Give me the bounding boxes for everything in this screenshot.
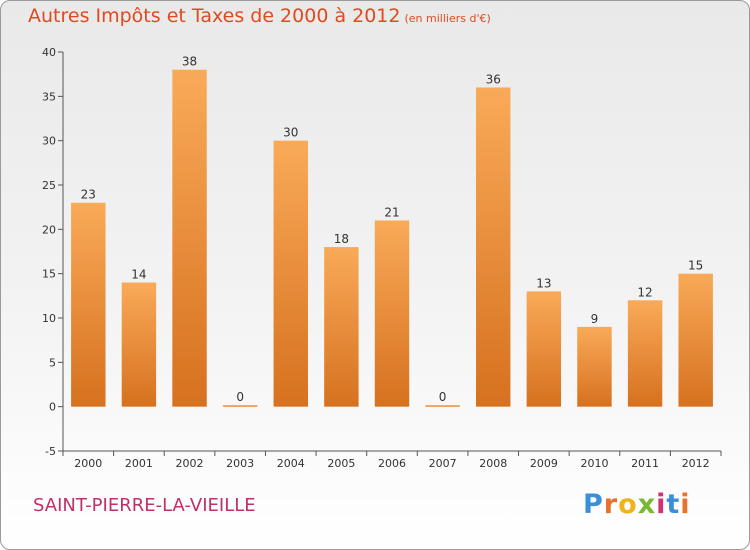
- bars: [71, 69, 713, 407]
- bar-value-label: 15: [688, 259, 703, 273]
- bar: [324, 247, 359, 407]
- logo-letter: i: [680, 489, 691, 520]
- x-tick-label: 2012: [682, 457, 710, 470]
- x-tick-label: 2002: [176, 457, 204, 470]
- logo-letter: t: [666, 489, 681, 520]
- x-tick-label: 2011: [631, 457, 659, 470]
- y-tick-label: 30: [42, 135, 56, 148]
- y-tick-label: 5: [49, 356, 56, 369]
- x-tick-label: 2004: [277, 457, 305, 470]
- axes: -5 0 5 10 15 20 25 30 35 40 2000 2001 2002 2003 2004 20…: [42, 46, 722, 470]
- y-tick-label: -5: [45, 445, 56, 458]
- bar-value-label: 13: [536, 276, 551, 290]
- x-tick-label: 2010: [580, 457, 608, 470]
- bar: [425, 405, 460, 407]
- y-tick-label: 0: [49, 401, 56, 414]
- bar-value-label: 0: [236, 390, 244, 404]
- bar-value-label: 30: [283, 126, 298, 140]
- x-tick-label: 2008: [479, 457, 507, 470]
- logo-letter: i: [656, 489, 667, 520]
- bar: [526, 291, 562, 407]
- chart-title: Autres Impôts et Taxes de 2000 à 2012 (en…: [28, 5, 491, 27]
- bar: [678, 273, 713, 407]
- bar: [273, 140, 308, 407]
- bar-value-label: 36: [486, 72, 501, 86]
- y-tick-label: 15: [42, 268, 56, 281]
- x-tick-label: 2007: [429, 457, 457, 470]
- bar: [222, 405, 258, 407]
- y-tick-label: 25: [42, 179, 56, 192]
- bar-value-label: 12: [637, 285, 652, 299]
- x-tick-label: 2006: [378, 457, 406, 470]
- bar-value-label: 9: [591, 312, 599, 326]
- bar: [577, 326, 612, 407]
- logo-letter: o: [618, 489, 638, 520]
- bar: [121, 282, 157, 407]
- logo-letter: x: [637, 489, 657, 520]
- chart-subtitle: (en milliers d'€): [404, 12, 491, 25]
- y-tick-label: 40: [42, 46, 56, 59]
- logo-letter: r: [603, 489, 619, 520]
- x-tick-label: 2003: [226, 457, 254, 470]
- bar: [476, 87, 511, 407]
- y-tick-label: 20: [42, 223, 56, 236]
- proxiti-logo: Proxiti: [583, 489, 691, 520]
- logo-letter: P: [583, 489, 604, 520]
- bar-value-label: 21: [384, 205, 399, 219]
- bar: [627, 300, 663, 407]
- bar-value-label: 23: [81, 188, 96, 202]
- y-tick-label: 35: [42, 90, 56, 103]
- bar: [374, 220, 410, 407]
- bar: [71, 202, 106, 407]
- y-tick-label: 10: [42, 312, 56, 325]
- commune-name: SAINT-PIERRE-LA-VIEILLE: [33, 495, 256, 516]
- bar-value-label: 18: [334, 232, 349, 246]
- x-tick-label: 2009: [530, 457, 558, 470]
- bar: [172, 69, 207, 407]
- bar-value-label: 0: [439, 390, 447, 404]
- chart-title-text: Autres Impôts et Taxes de 2000 à 2012: [28, 5, 401, 27]
- bar-value-label: 14: [131, 268, 146, 282]
- x-tick-label: 2005: [327, 457, 355, 470]
- x-tick-label: 2000: [74, 457, 102, 470]
- x-tick-label: 2001: [125, 457, 153, 470]
- bar-value-label: 38: [182, 55, 197, 69]
- data-labels: 23 14 38 0 30 18 21 0 36 13 9 12 15: [81, 55, 704, 404]
